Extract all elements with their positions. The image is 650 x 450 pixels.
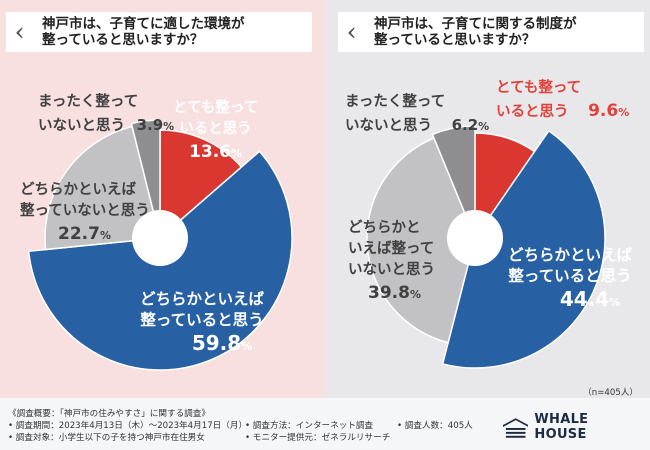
sample-size-note: （n=405人） <box>583 388 638 398</box>
slice-rather <box>441 129 606 369</box>
question-box-right: ‹‹ 神戸市は、子育てに関する制度が 整っていると思いますか？ <box>338 12 644 52</box>
whale-house-logo: WHALE HOUSE <box>503 412 643 442</box>
slice-not-at-all <box>431 125 476 239</box>
label-env-very: とても整って いると思う 13.6% <box>173 100 259 162</box>
label-sys-not-at-all: まったく整って いないと思う 6.2% <box>345 94 490 134</box>
slice-very <box>159 129 243 240</box>
label-env-rather: どちらかといえば 整っていると思う 59.8% <box>140 290 265 355</box>
label-env-rather-not: どちらかといえば 整っていないと思う 22.7% <box>20 182 150 244</box>
question-box-left: ‹‹ 神戸市は、子育てに適した環境が 整っていると思いますか？ <box>6 12 312 52</box>
donut-chart-environment <box>27 119 293 371</box>
donut-charts <box>27 119 606 371</box>
label-env-not-at-all: まったく整って いないと思う 3.9% <box>38 94 175 134</box>
question-left-line2: 整っていると思いますか？ <box>42 32 204 48</box>
question-left-line1: 神戸市は、子育てに適した環境が <box>42 16 245 32</box>
label-sys-very: とても整って いると思う 9.6% <box>496 80 630 121</box>
survey-monitor: • モニター提供元：ゼネラルリサーチ <box>245 433 391 443</box>
question-right-line2: 整っていると思いますか？ <box>374 32 536 48</box>
survey-count: • 調査人数：405人 <box>397 421 473 431</box>
survey-target: • 調査対象：小学生以下の子を持つ神戸市在住男女 <box>8 433 205 443</box>
question-right-line1: 神戸市は、子育てに関する制度が <box>374 16 577 32</box>
survey-summary: 《調査概要：「神戸市の住みやすさ」に関する調査》 <box>8 409 210 419</box>
donut-hole <box>447 210 503 266</box>
donut-hole <box>132 210 188 266</box>
survey-method: • 調査方法：インターネット調査 <box>245 421 374 431</box>
logo-text: WHALE HOUSE <box>534 412 589 442</box>
slice-rather-not <box>366 137 476 344</box>
label-sys-rather: どちらかといえば 整っていると思う 44.4% <box>508 246 633 311</box>
slice-not-at-all <box>130 119 161 239</box>
donut-chart-system <box>366 125 606 369</box>
survey-period: • 調査期間：2023年4月13日（木）～2023年4月17日（月） <box>8 421 248 431</box>
slice-rather-not <box>44 125 161 251</box>
whale-house-logo-icon <box>503 418 529 438</box>
label-sys-rather-not: どちらかと いえば整って いないと思う 39.8% <box>348 220 435 303</box>
